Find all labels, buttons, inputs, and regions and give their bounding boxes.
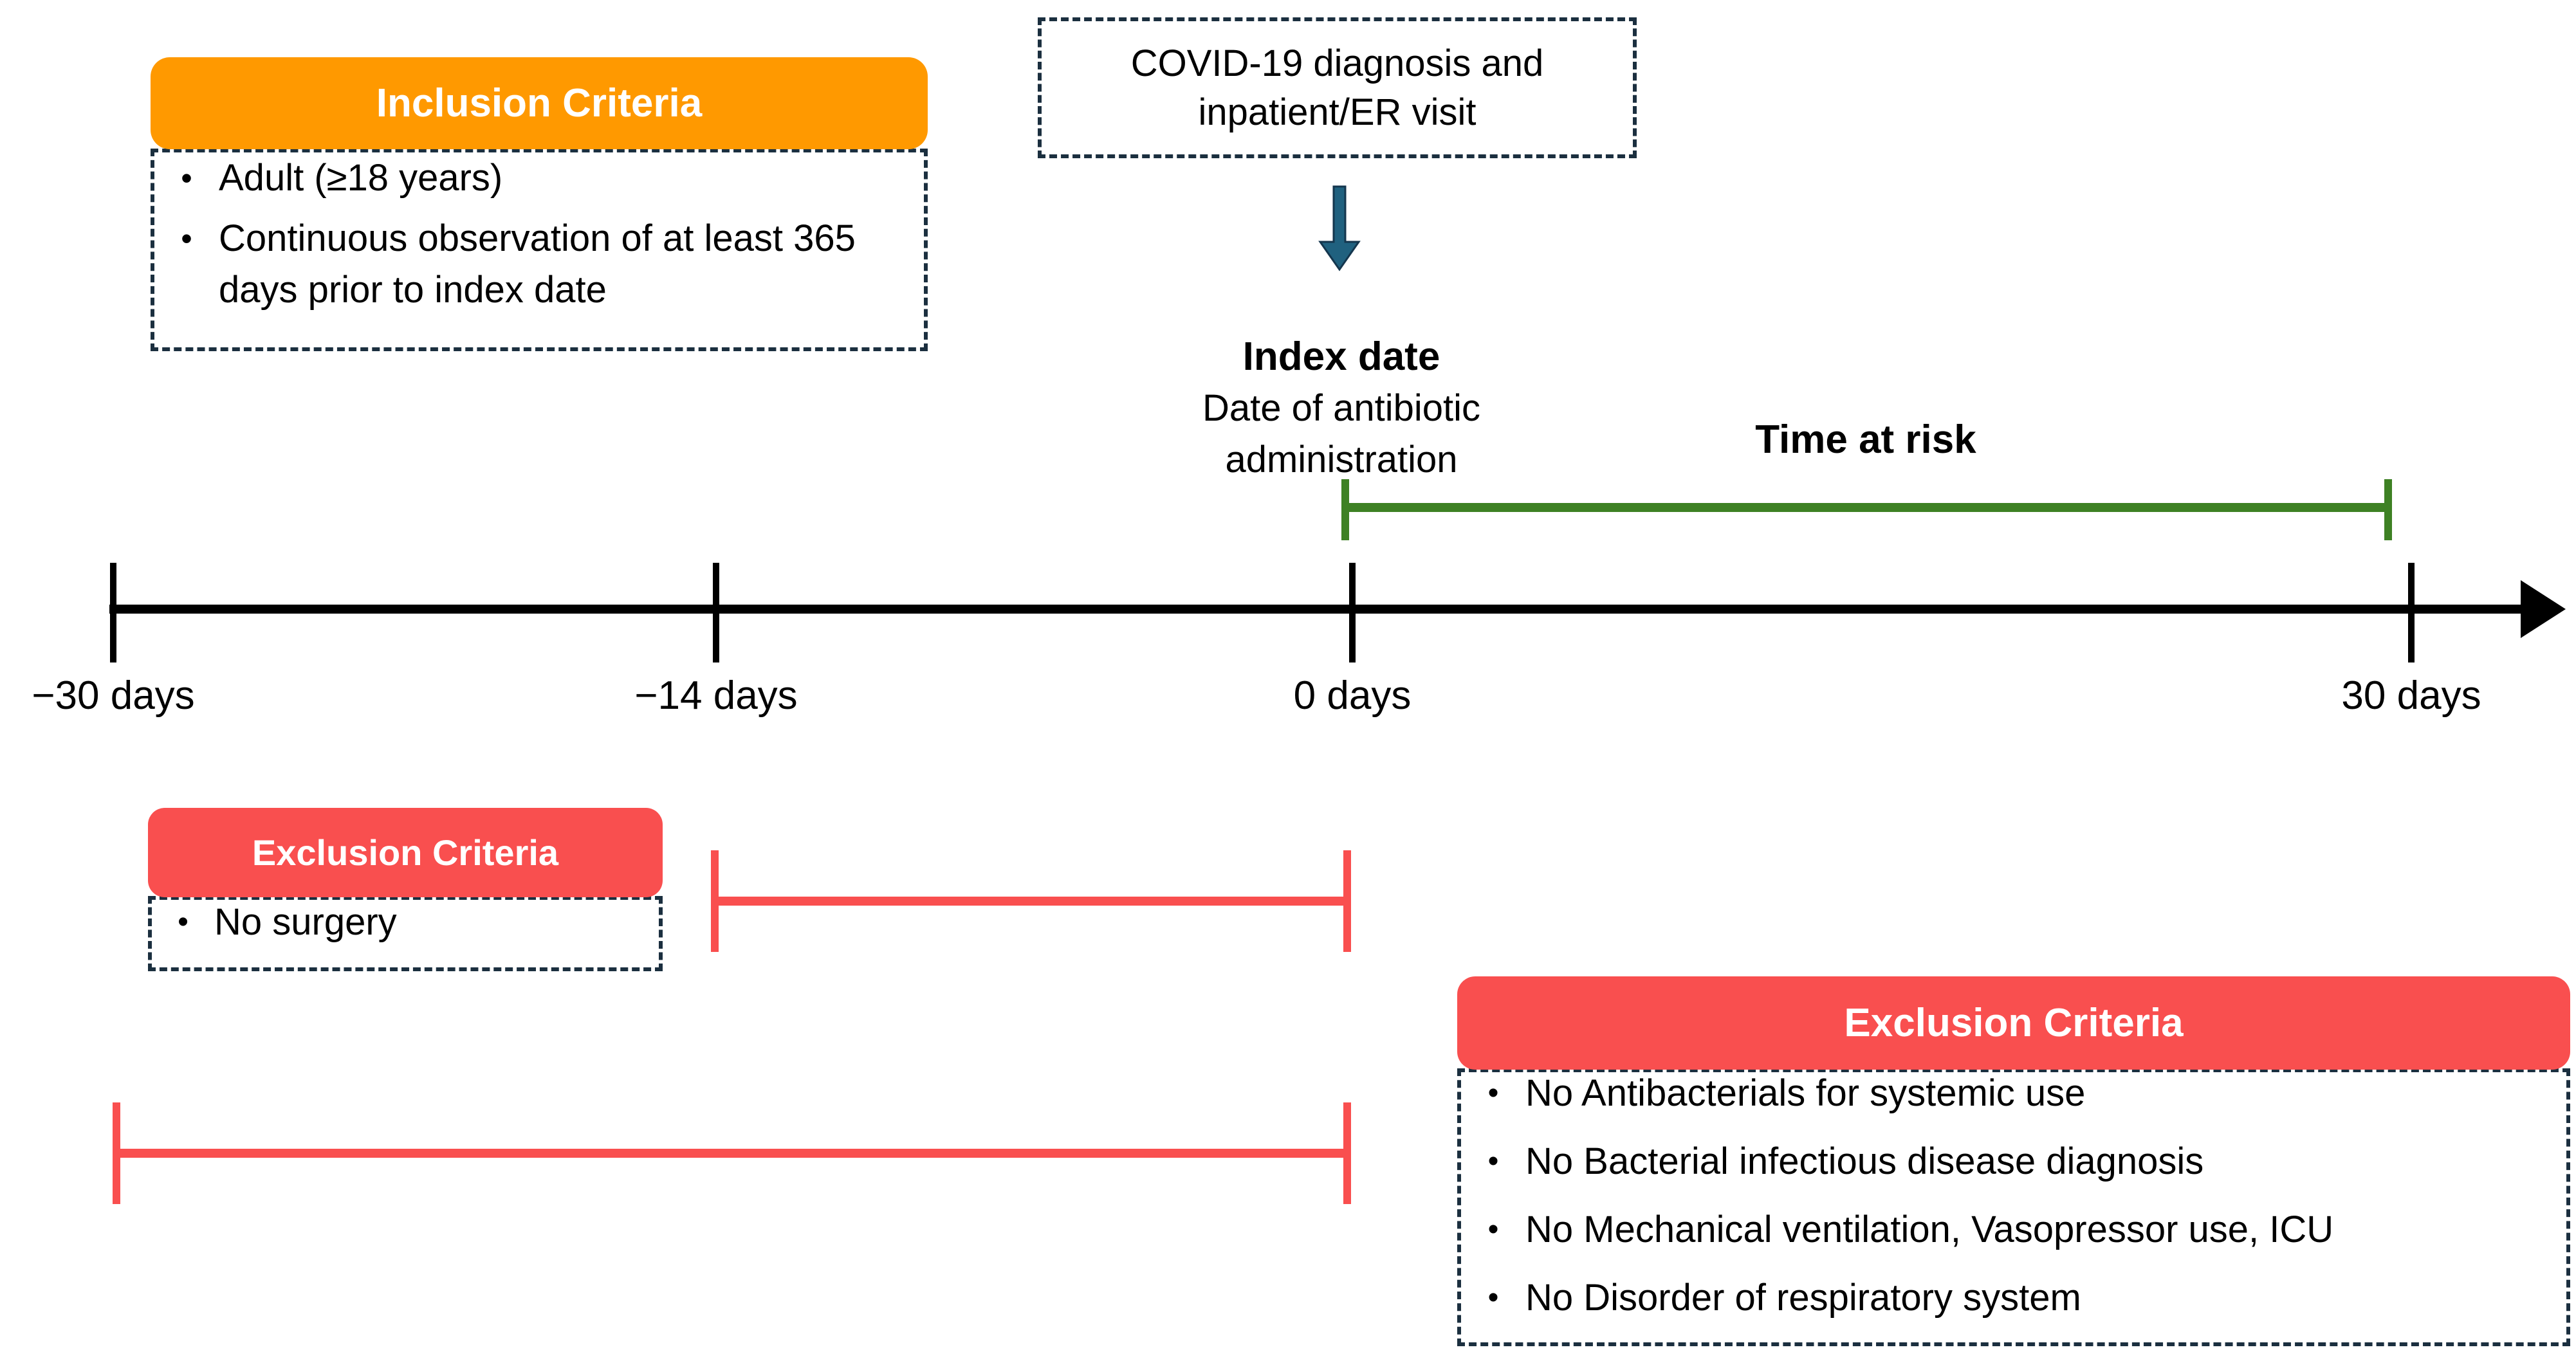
inclusion-criteria-header: Inclusion Criteria: [151, 57, 928, 149]
tick-minus-14-days: [713, 563, 719, 662]
bracket-right-cap: [1343, 1102, 1351, 1204]
bullet-icon: •: [178, 905, 189, 939]
index-date-title: Index date: [1242, 334, 1440, 379]
exclusion-criteria-2-list: • No Antibacterials for systemic use • N…: [1457, 1068, 2570, 1346]
exclusion-2-item-4: No Disorder of respiratory system: [1525, 1277, 2081, 1319]
tick-label-minus-30-days: −30 days: [32, 673, 195, 718]
list-item: • No Disorder of respiratory system: [1461, 1277, 2566, 1319]
index-date-subtitle: Date of antibiotic administration: [1202, 387, 1481, 480]
exclusion-2-item-3: No Mechanical ventilation, Vasopressor u…: [1525, 1209, 2334, 1250]
list-item: • No Antibacterials for systemic use: [1461, 1072, 2566, 1115]
covid-event-box: COVID-19 diagnosis and inpatient/ER visi…: [1038, 17, 1637, 158]
bullet-icon: •: [1487, 1144, 1499, 1178]
bracket-bar: [711, 897, 1351, 906]
bracket-right-cap: [2384, 479, 2392, 540]
tick-label-minus-14-days: −14 days: [634, 673, 798, 718]
exclusion-1-item-1: No surgery: [214, 901, 397, 943]
bracket-right-cap: [1343, 850, 1351, 952]
bullet-icon: •: [1487, 1212, 1499, 1247]
timeline-axis: [109, 605, 2525, 614]
list-item: • No surgery: [152, 900, 659, 945]
list-item: • No Mechanical ventilation, Vasopressor…: [1461, 1209, 2566, 1251]
tick-label-0-days: 0 days: [1293, 673, 1412, 718]
inclusion-item-2: Continuous observation of at least 365 d…: [219, 217, 856, 311]
inclusion-item-1: Adult (≥18 years): [219, 157, 503, 199]
bracket-bar: [113, 1149, 1351, 1158]
list-item: • Continuous observation of at least 365…: [154, 213, 924, 316]
exclusion-criteria-2-header: Exclusion Criteria: [1457, 976, 2570, 1070]
bullet-icon: •: [1487, 1281, 1499, 1315]
exclusion-2-item-2: No Bacterial infectious disease diagnosi…: [1525, 1140, 2204, 1182]
bullet-icon: •: [181, 160, 192, 196]
time-at-risk-label: Time at risk: [1755, 417, 1976, 462]
exclusion-criteria-1-list: • No surgery: [148, 896, 663, 971]
bracket-bar: [1341, 503, 2392, 512]
exclusion-window-bracket-30-to-0: [113, 1102, 1351, 1204]
list-item: • No Bacterial infectious disease diagno…: [1461, 1140, 2566, 1183]
bullet-icon: •: [181, 221, 192, 257]
bullet-icon: •: [1487, 1076, 1499, 1110]
exclusion-criteria-1-header: Exclusion Criteria: [148, 808, 663, 897]
exclusion-window-bracket-14-to-0: [711, 850, 1351, 952]
list-item: • Adult (≥18 years): [154, 152, 924, 204]
inclusion-criteria-list: • Adult (≥18 years) • Continuous observa…: [151, 149, 928, 351]
timeline-arrowhead-icon: [2521, 580, 2566, 638]
tick-minus-30-days: [110, 563, 116, 662]
tick-30-days: [2408, 563, 2415, 662]
down-arrow-icon: [1318, 185, 1361, 271]
exclusion-2-item-1: No Antibacterials for systemic use: [1525, 1072, 2086, 1114]
tick-0-days: [1349, 563, 1356, 662]
tick-label-30-days: 30 days: [2341, 673, 2481, 718]
index-date-block: Index date Date of antibiotic administra…: [1116, 331, 1567, 486]
time-at-risk-bracket: [1341, 479, 2392, 540]
